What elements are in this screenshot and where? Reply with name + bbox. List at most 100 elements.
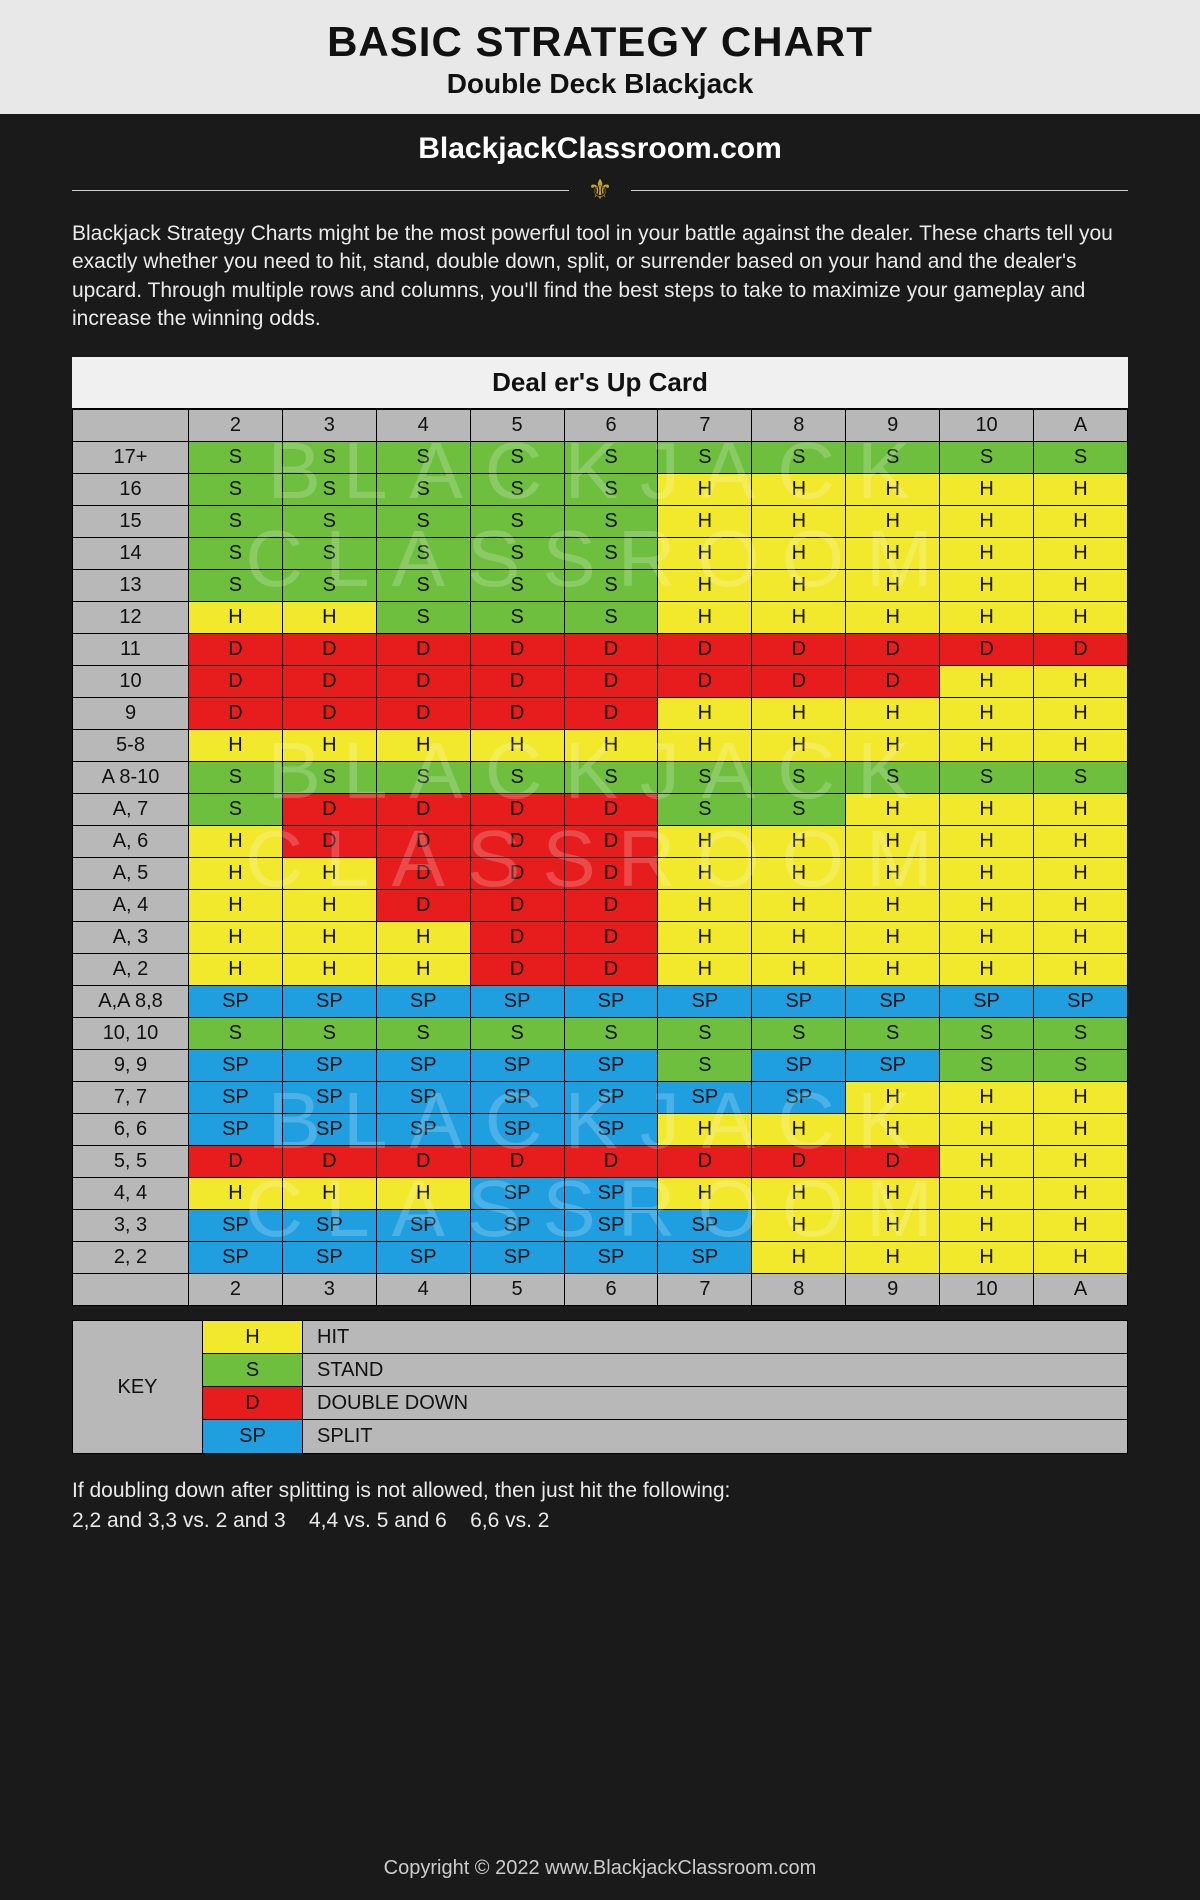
strategy-cell: S [470,1018,564,1050]
strategy-cell: H [282,730,376,762]
strategy-cell: H [752,570,846,602]
dealer-card-header: 2 [189,410,283,442]
strategy-cell: H [846,1082,940,1114]
strategy-cell: H [846,570,940,602]
strategy-cell: H [282,602,376,634]
strategy-cell: S [470,762,564,794]
strategy-cell: H [752,858,846,890]
strategy-cell: H [1034,858,1128,890]
strategy-cell: SP [282,1210,376,1242]
dealer-card-footer: A [1034,1274,1128,1306]
dealer-card-footer: 2 [189,1274,283,1306]
strategy-cell: D [189,1146,283,1178]
strategy-cell: H [940,1146,1034,1178]
strategy-cell: S [1034,1050,1128,1082]
strategy-cell: SP [752,986,846,1018]
strategy-cell: H [940,1242,1034,1274]
dealer-card-header: 10 [940,410,1034,442]
strategy-cell: D [470,794,564,826]
strategy-cell: D [470,698,564,730]
strategy-cell: S [470,442,564,474]
player-hand-label: 9 [73,698,189,730]
strategy-cell: D [376,666,470,698]
strategy-cell: H [846,794,940,826]
key-desc: STAND [303,1354,1127,1386]
strategy-cell: S [564,762,658,794]
strategy-cell: SP [376,1050,470,1082]
strategy-cell: H [752,922,846,954]
strategy-cell: S [282,570,376,602]
strategy-cell: S [376,538,470,570]
strategy-cell: S [658,794,752,826]
strategy-cell: D [282,826,376,858]
dealer-card-header: 3 [282,410,376,442]
strategy-cell: H [658,602,752,634]
strategy-cell: H [940,954,1034,986]
strategy-cell: D [470,634,564,666]
strategy-cell: SP [376,1114,470,1146]
strategy-cell: H [658,698,752,730]
footnote-line1: If doubling down after splitting is not … [72,1476,1128,1505]
strategy-cell: S [1034,1018,1128,1050]
strategy-cell: H [940,602,1034,634]
strategy-cell: H [846,890,940,922]
chart-header: Deal er's Up Card [72,357,1128,409]
strategy-cell: S [189,506,283,538]
strategy-cell: SP [846,1050,940,1082]
strategy-cell: D [846,634,940,666]
corner-cell [73,1274,189,1306]
dealer-card-footer: 10 [940,1274,1034,1306]
strategy-cell: H [752,1114,846,1146]
player-hand-label: 5, 5 [73,1146,189,1178]
strategy-cell: S [189,442,283,474]
strategy-cell: H [940,1210,1034,1242]
strategy-cell: D [470,890,564,922]
player-hand-label: A, 4 [73,890,189,922]
divider-line: ⚜ [72,176,1128,204]
key-code: H [203,1321,303,1353]
strategy-cell: H [1034,1146,1128,1178]
strategy-cell: S [940,1050,1034,1082]
strategy-cell: H [658,1114,752,1146]
strategy-cell: H [846,954,940,986]
strategy-cell: H [846,922,940,954]
strategy-cell: H [940,570,1034,602]
key-row: HHIT [203,1321,1127,1354]
strategy-cell: SP [282,1050,376,1082]
strategy-cell: H [189,826,283,858]
strategy-cell: H [752,1242,846,1274]
strategy-cell: SP [282,1114,376,1146]
strategy-cell: D [564,634,658,666]
player-hand-label: 12 [73,602,189,634]
strategy-cell: H [752,506,846,538]
strategy-cell: H [940,1114,1034,1146]
strategy-cell: SP [189,1242,283,1274]
strategy-cell: S [376,602,470,634]
strategy-cell: H [658,474,752,506]
strategy-cell: H [752,890,846,922]
dealer-card-footer: 8 [752,1274,846,1306]
strategy-cell: SP [658,1242,752,1274]
strategy-cell: S [189,1018,283,1050]
strategy-cell: H [658,858,752,890]
player-hand-label: 16 [73,474,189,506]
strategy-cell: D [658,1146,752,1178]
strategy-cell: S [282,506,376,538]
strategy-cell: SP [658,986,752,1018]
strategy-cell: H [940,794,1034,826]
strategy-cell: D [282,1146,376,1178]
strategy-cell: S [658,762,752,794]
strategy-cell: S [282,474,376,506]
strategy-cell: H [658,954,752,986]
key-desc: SPLIT [303,1420,1127,1453]
strategy-cell: H [940,890,1034,922]
key-legend: KEY HHITSSTANDDDOUBLE DOWNSPSPLIT [72,1320,1128,1454]
strategy-cell: H [846,698,940,730]
strategy-cell: H [940,922,1034,954]
strategy-cell: H [282,858,376,890]
strategy-cell: SP [376,1082,470,1114]
strategy-cell: H [1034,474,1128,506]
strategy-cell: H [189,922,283,954]
strategy-cell: D [564,666,658,698]
strategy-cell: H [940,698,1034,730]
